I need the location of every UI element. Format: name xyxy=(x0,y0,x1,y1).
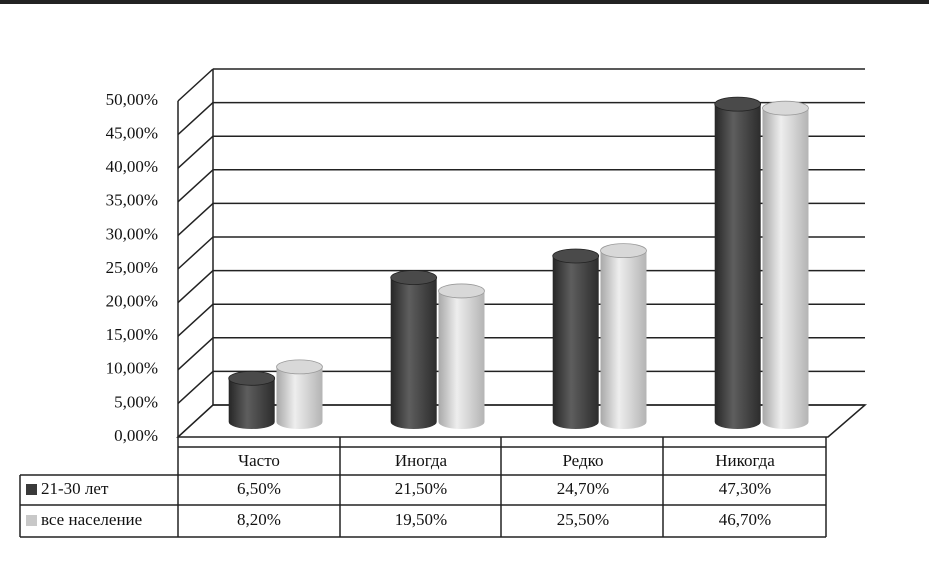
cylinder-cap xyxy=(228,370,276,386)
y-tick-label: 10,00% xyxy=(106,359,158,378)
grid-line-side xyxy=(177,135,214,169)
table-grid xyxy=(19,437,827,538)
grid-line-side xyxy=(177,370,214,404)
y-tick-label: 0,00% xyxy=(114,426,158,445)
cylinder xyxy=(762,108,809,430)
table-value: 46,70% xyxy=(719,510,771,529)
table-value: 8,20% xyxy=(237,510,281,529)
x-tick-label: Часто xyxy=(238,451,280,470)
y-tick-label: 25,00% xyxy=(106,258,158,277)
cylinder xyxy=(276,366,323,430)
y-tick-label: 45,00% xyxy=(106,124,158,143)
grid-line-side xyxy=(177,202,214,236)
top-border xyxy=(0,0,929,4)
y-tick-label: 15,00% xyxy=(106,325,158,344)
grid-line-side xyxy=(177,236,214,270)
table-value: 24,70% xyxy=(557,479,609,498)
y-tick-label: 5,00% xyxy=(114,392,158,411)
cylinder-cap xyxy=(552,248,600,264)
x-tick-label: Редко xyxy=(562,451,603,470)
cylinder xyxy=(390,277,437,430)
grid-line-side xyxy=(177,169,214,203)
cylinder xyxy=(228,378,275,429)
cylinder xyxy=(552,256,599,430)
grid-line-side xyxy=(177,303,214,337)
cylinder xyxy=(714,104,761,430)
table-value: 21,50% xyxy=(395,479,447,498)
table-value: 47,30% xyxy=(719,479,771,498)
y-tick-label: 20,00% xyxy=(106,292,158,311)
legend-swatch xyxy=(26,515,37,526)
table-value: 6,50% xyxy=(237,479,281,498)
grid-line-side xyxy=(177,404,214,438)
cylinder-cap xyxy=(600,243,647,259)
grid-line-side xyxy=(177,68,214,102)
grid-line-side xyxy=(177,337,214,371)
y-tick-label: 50,00% xyxy=(106,90,158,109)
x-tick-label: Никогда xyxy=(715,451,775,470)
cylinder-cap xyxy=(714,96,762,112)
legend-label: все население xyxy=(41,510,142,529)
table-value: 19,50% xyxy=(395,510,447,529)
grid-line-side xyxy=(177,270,214,304)
y-tick-label: 40,00% xyxy=(106,157,158,176)
y-tick-label: 35,00% xyxy=(106,191,158,210)
cylinder xyxy=(438,290,485,430)
cylinder xyxy=(600,250,647,430)
grid-line-side xyxy=(177,102,214,136)
cylinder-cap xyxy=(762,100,809,116)
cylinder-cap xyxy=(276,359,323,375)
legend-label: 21-30 лет xyxy=(41,479,109,498)
legend-swatch xyxy=(26,484,37,495)
y-tick-label: 30,00% xyxy=(106,224,158,243)
x-tick-label: Иногда xyxy=(395,451,448,470)
table-value: 25,50% xyxy=(557,510,609,529)
cylinder-cap xyxy=(390,270,438,285)
cylinder-cap xyxy=(438,283,485,299)
